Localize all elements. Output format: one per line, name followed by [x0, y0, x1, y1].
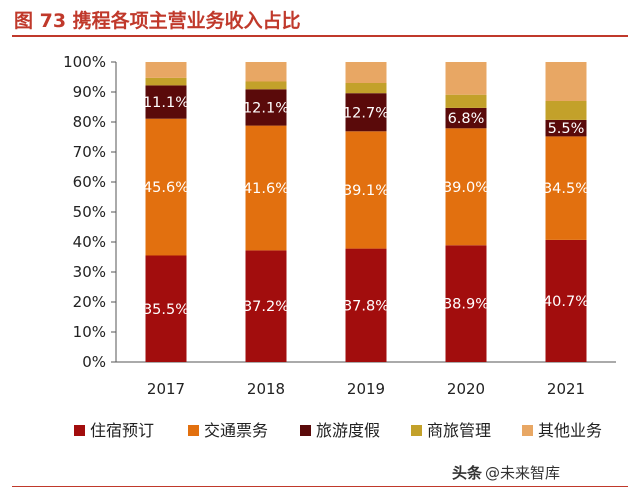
- data-label: 34.5%: [543, 181, 589, 197]
- bar-segment: [345, 62, 387, 83]
- data-label: 40.7%: [543, 294, 589, 310]
- legend-swatch: [74, 425, 85, 436]
- chart-title: 图 73 携程各项主营业务收入占比: [14, 10, 301, 32]
- legend-label: 商旅管理: [427, 421, 491, 440]
- data-label: 12.7%: [343, 105, 389, 121]
- bar-segment: [345, 83, 387, 94]
- data-label: 37.2%: [243, 299, 289, 315]
- bar-segment: [545, 119, 587, 137]
- data-label: 45.6%: [143, 180, 189, 196]
- bar-segment: [245, 62, 287, 82]
- data-label: 5.5%: [548, 121, 585, 137]
- bar-segment: [145, 77, 187, 86]
- bar-segment: [145, 118, 187, 256]
- y-tick-label: 50%: [73, 203, 106, 221]
- title-underline: [12, 35, 628, 37]
- y-tick-label: 60%: [73, 173, 106, 191]
- data-label: 35.5%: [143, 302, 189, 318]
- watermark-logo: 头条: [452, 464, 483, 482]
- bar-segment: [545, 62, 587, 101]
- legend: 住宿预订 交通票务 旅游度假 商旅管理 其他业务: [74, 421, 602, 440]
- y-tick-label: 30%: [73, 263, 106, 281]
- axis-layer: 0% 10% 20% 30% 40% 50% 60% 70% 80% 90% 100% 2017 201…: [63, 53, 616, 398]
- y-tick-label: 80%: [73, 113, 106, 131]
- legend-swatch: [300, 425, 311, 436]
- legend-swatch: [411, 425, 422, 436]
- bar-segment: [145, 62, 187, 78]
- bar-segment: [245, 250, 287, 362]
- bar-segment: [145, 85, 187, 119]
- x-tick-label: 2017: [147, 380, 185, 398]
- y-tick-label: 90%: [73, 83, 106, 101]
- data-labels-layer: 35.5% 45.6% 11.1% 37.2% 41.6% 12.1% 37.8% 39.1%…: [143, 95, 589, 318]
- data-label: 11.1%: [143, 95, 189, 111]
- y-tick-label: 20%: [73, 293, 106, 311]
- x-tick-label: 2019: [347, 380, 385, 398]
- legend-label: 住宿预订: [90, 421, 154, 440]
- data-label: 41.6%: [243, 181, 289, 197]
- data-label: 38.9%: [443, 297, 489, 313]
- x-tick-label: 2021: [547, 380, 585, 398]
- watermark: 头条 @未来智库: [452, 462, 560, 483]
- bar-segment: [445, 245, 487, 362]
- y-tick-label: 40%: [73, 233, 106, 251]
- bar-segment: [545, 101, 587, 120]
- y-tick-label: 0%: [82, 353, 106, 371]
- bar-segment: [345, 93, 387, 132]
- legend-swatch: [522, 425, 533, 436]
- data-label: 37.8%: [343, 298, 389, 314]
- x-tick-label: 2018: [247, 380, 285, 398]
- bars-layer: [145, 62, 587, 362]
- bar-segment: [445, 94, 487, 108]
- data-label: 39.1%: [343, 183, 389, 199]
- bar-segment: [345, 248, 387, 362]
- data-label: 12.1%: [243, 100, 289, 116]
- bar-segment: [245, 89, 287, 126]
- bar-segment: [345, 131, 387, 249]
- legend-swatch: [188, 425, 199, 436]
- watermark-handle: @未来智库: [485, 464, 561, 482]
- y-tick-label: 10%: [73, 323, 106, 341]
- bar-segment: [245, 125, 287, 251]
- bar-segment: [545, 239, 587, 362]
- legend-label: 旅游度假: [316, 421, 380, 440]
- y-tick-label: 100%: [63, 53, 106, 71]
- legend-label: 交通票务: [204, 421, 268, 440]
- data-label: 6.8%: [448, 111, 485, 127]
- data-label: 39.0%: [443, 180, 489, 196]
- bar-segment: [445, 62, 487, 95]
- bar-segment: [445, 128, 487, 246]
- bar-segment: [445, 107, 487, 129]
- legend-label: 其他业务: [538, 421, 602, 440]
- x-tick-label: 2020: [447, 380, 485, 398]
- bar-segment: [245, 81, 287, 90]
- bar-segment: [545, 136, 587, 240]
- y-tick-label: 70%: [73, 143, 106, 161]
- footer-rule: [12, 486, 628, 487]
- bar-segment: [145, 255, 187, 362]
